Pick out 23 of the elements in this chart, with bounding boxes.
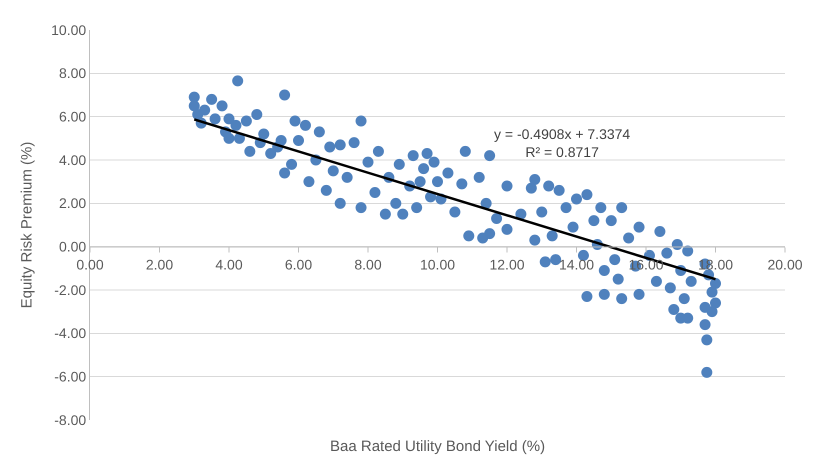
y-tick-label: -4.00 (54, 325, 86, 342)
y-tick-label: 2.00 (58, 195, 86, 212)
annotation: R² = 0.8717 (525, 144, 600, 160)
x-tick-label: 10.00 (420, 256, 456, 272)
x-tick-label: 14.00 (558, 256, 594, 272)
annotation: y = -0.4908x + 7.3374 (494, 126, 630, 142)
x-tick-label: 12.00 (489, 256, 525, 272)
y-tick-label: 0.00 (58, 238, 86, 255)
y-tick-label: -2.00 (54, 282, 86, 298)
y-tick-label: 4.00 (58, 152, 86, 168)
y-tick-label: 10.00 (51, 22, 86, 38)
x-axis-title: Baa Rated Utility Bond Yield (%) (330, 438, 546, 455)
x-tick-label: 8.00 (354, 256, 382, 272)
x-tick-label: 0.00 (76, 256, 104, 272)
y-tick-label: 6.00 (58, 108, 86, 125)
y-tick-label: -6.00 (54, 368, 86, 385)
y-axis-title: Equity Risk Premium (%) (18, 142, 36, 308)
x-tick-label: 6.00 (284, 256, 312, 272)
x-tick-label: 4.00 (215, 256, 243, 272)
x-tick-label: 20.00 (767, 256, 803, 272)
y-tick-label: -8.00 (54, 412, 86, 428)
x-tick-label: 2.00 (146, 256, 174, 272)
y-tick-label: 8.00 (58, 65, 86, 82)
